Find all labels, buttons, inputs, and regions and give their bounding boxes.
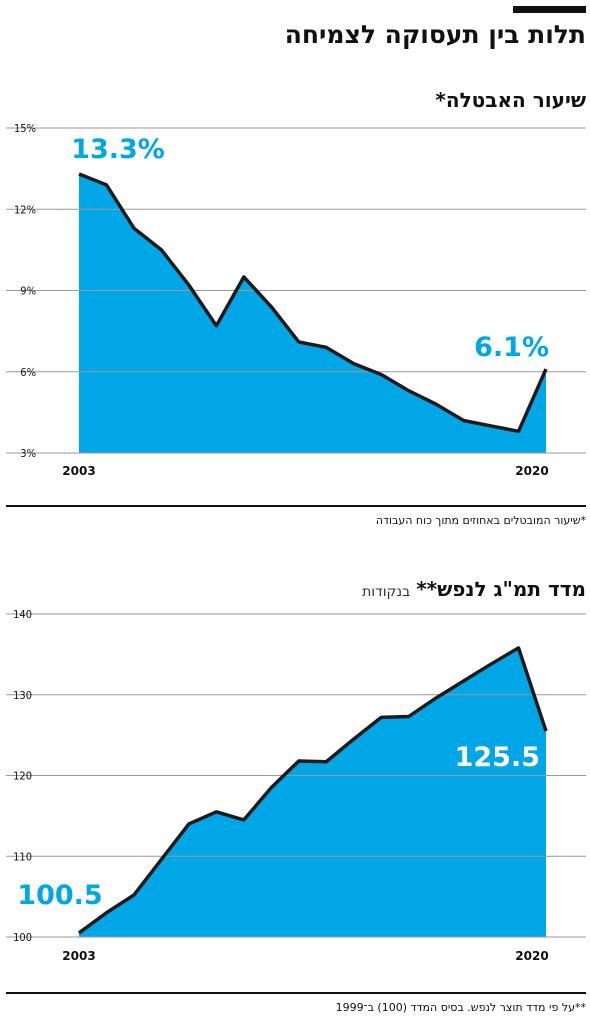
unemployment-end-value-label: 6.1% (474, 332, 549, 363)
gdp-chart-title: מדד תמ"ג לנפש** בנקודות (362, 577, 586, 601)
section-divider-1 (6, 505, 586, 507)
gdp-chart-unit: בנקודות (362, 584, 411, 600)
gdp-end-value-label: 125.5 (455, 742, 540, 773)
gdp-start-value-label: 100.5 (17, 880, 102, 911)
unemployment-ytick-label: 6% (20, 366, 36, 379)
gdp-ytick-label: 120 (13, 770, 32, 783)
title-accent-bar (513, 6, 586, 13)
unemployment-ytick-label: 12% (14, 203, 36, 216)
gdp-series-line (77, 646, 548, 935)
gdp-ytick-label: 100 (13, 931, 32, 944)
gdp-ytick-label: 130 (13, 689, 32, 702)
unemployment-series-line (78, 172, 548, 434)
unemployment-footnote: *שיעור המובטלים באחוזים מתוך כוח העבודה (375, 514, 586, 527)
page-title: תלות בין תעסוקה לצמיחה (284, 20, 586, 49)
unemployment-chart-title: שיעור האבטלה* (435, 88, 586, 112)
gdp-ytick-label: 140 (13, 608, 32, 621)
gdp-chart-title-text: מדד תמ"ג לנפש** (416, 577, 586, 601)
section-divider-2 (6, 992, 586, 994)
unemployment-xtick-label-end: 2020 (515, 464, 548, 478)
gdp-xtick-label-end: 2020 (515, 949, 548, 963)
gdp-xtick-label-start: 2003 (62, 949, 95, 963)
gdp-area-chart: 140 130 120 110 100 2003 2020 100.5 125.5 (6, 608, 586, 963)
gdp-ytick-label: 110 (13, 850, 32, 863)
unemployment-area-chart: 15% 12% 9% 6% 3% 2003 2020 13.3% 6.1% (6, 122, 586, 478)
unemployment-area-fill (79, 174, 546, 453)
gdp-footnote: **על פי מדד תוצר לנפש. בסיס המדד (100) ב… (335, 1001, 586, 1014)
unemployment-ytick-label: 3% (20, 447, 36, 460)
unemployment-chart-title-text: שיעור האבטלה* (435, 88, 586, 112)
gdp-area-fill (79, 647, 546, 937)
unemployment-ytick-label: 9% (20, 285, 36, 298)
unemployment-xtick-label-start: 2003 (62, 464, 95, 478)
unemployment-start-value-label: 13.3% (71, 134, 165, 165)
unemployment-ytick-label: 15% (14, 122, 36, 135)
